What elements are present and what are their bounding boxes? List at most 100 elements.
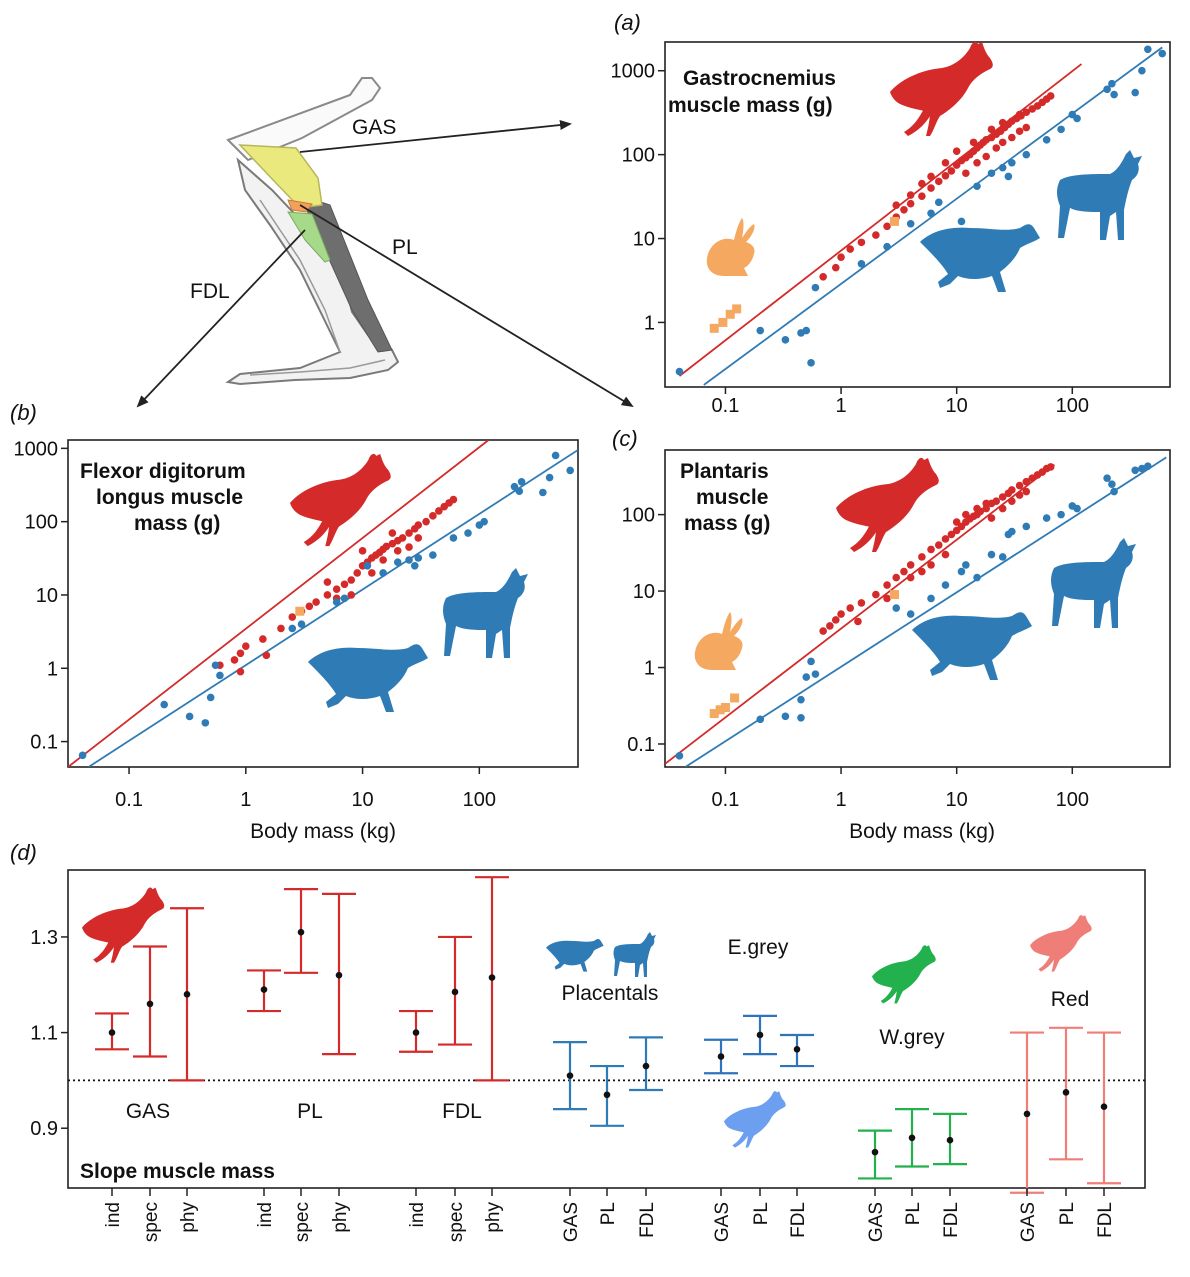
panel-a-ytick-label: 10 (633, 229, 655, 251)
error-bar-mean-point (451, 988, 459, 996)
panel-c-xtick-label: 0.1 (712, 789, 740, 811)
placental-data-point (464, 529, 472, 537)
kangaroo-data-point (947, 530, 956, 539)
kangaroo-data-point (1046, 463, 1055, 471)
kangaroo-data-point (918, 553, 926, 561)
placental-data-point (756, 715, 765, 724)
kangaroo-silhouette-eastern-grey (724, 1091, 786, 1148)
panel-d-group-fdl: FDL (442, 1100, 482, 1123)
hare-data-point (890, 216, 900, 226)
panel-d-xtick-label: spec (141, 1202, 162, 1242)
placental-data-point (201, 719, 210, 727)
panel-b: (b) 0.1 1 10 100 0.1 1 10 100 1000 Flexor digito… (10, 400, 579, 843)
hare-data-point (890, 590, 900, 600)
placental-data-point (78, 751, 87, 760)
kangaroo-data-point (947, 167, 956, 175)
panel-c-xtick-label: 10 (946, 789, 968, 811)
placental-data-point (941, 581, 950, 589)
placental-data-point (1103, 85, 1111, 94)
kangaroo-data-point (259, 635, 267, 643)
error-bar-mean-point (108, 1029, 116, 1036)
error-bar (933, 1112, 967, 1166)
placental-data-point (1073, 114, 1081, 123)
error-bar-mean-point (642, 1062, 650, 1070)
panel-d-xtick-label: FDL (637, 1202, 658, 1238)
kangaroo-data-point (918, 192, 926, 200)
error-bar-mean-point (793, 1046, 801, 1053)
placental-data-point (973, 573, 981, 582)
placental-data-point (480, 517, 488, 526)
placental-data-point (1073, 504, 1081, 513)
error-bar (438, 935, 472, 1046)
placental-data-point (906, 610, 915, 618)
kangaroo-data-point (405, 543, 413, 551)
placental-data-point (675, 367, 684, 376)
panel-d-ytick-label: 1.3 (30, 927, 58, 949)
panel-b-ytick-label: 1000 (14, 438, 59, 460)
kangaroo-data-point (388, 529, 397, 537)
panel-d-xtick-label: GAS (712, 1202, 733, 1242)
placental-data-point (987, 550, 996, 559)
kangaroo-data-point (277, 624, 285, 633)
kangaroo-data-point (1015, 491, 1024, 499)
kangaroo-data-point (927, 184, 935, 192)
kangaroo-data-point (883, 581, 891, 589)
placental-data-point (892, 604, 901, 612)
kangaroo-silhouette-red (82, 887, 165, 963)
hare-data-point (718, 317, 728, 327)
panel-a-title-line-1: Gastrocnemius (683, 67, 836, 90)
error-bar-mean-point (260, 986, 268, 993)
kangaroo-data-point (398, 534, 407, 542)
kangaroo-data-point (414, 534, 423, 542)
fdl-muscle (287, 211, 331, 263)
error-bar-mean-point (603, 1091, 611, 1099)
panel-c-plot: 0.1 1 10 100 0.1 1 10 100 (622, 456, 1167, 811)
placental-data-point (998, 163, 1007, 172)
panel-b-ytick-label: 10 (36, 585, 58, 607)
panel-d-xtick-label: GAS (866, 1202, 887, 1242)
error-bar-mean-point (1023, 1110, 1031, 1118)
error-bar (475, 876, 509, 1082)
wolf-silhouette (912, 612, 1032, 680)
panel-d-group-egrey: E.grey (728, 936, 789, 959)
placental-data-point (414, 554, 423, 562)
kangaroo-data-point (918, 567, 926, 576)
placental-data-point (449, 534, 458, 542)
hare-data-point (709, 323, 719, 333)
kangaroo-data-point (405, 529, 413, 537)
panel-d-ytick-label: 1.1 (30, 1023, 58, 1045)
placental-data-point (515, 487, 524, 496)
shank-inner (259, 199, 341, 353)
kangaroo-data-point (992, 144, 1001, 152)
panel-d-group-wgrey: W.grey (879, 1026, 945, 1049)
placental-data-point (906, 219, 915, 228)
kangaroo-data-point (1015, 110, 1024, 119)
panel-d-xtick-label: spec (292, 1202, 313, 1242)
kangaroo-data-point (892, 201, 901, 209)
deer-silhouette (443, 568, 528, 658)
placental-data-point (1144, 462, 1152, 470)
panel-a-xtick-label: 100 (1056, 395, 1089, 417)
placental-data-point (545, 473, 554, 482)
panel-b-title-line-2: longus muscle (96, 486, 243, 509)
error-bar-mean-point (946, 1136, 954, 1144)
placental-data-point (510, 482, 519, 491)
diagram-label-pl: PL (392, 236, 418, 259)
error-bar (895, 1107, 929, 1168)
kangaroo-data-point (305, 602, 314, 611)
panel-b-xtick-label: 1 (240, 789, 251, 811)
panel-c-title-line-2: muscle (696, 486, 768, 509)
panel-b-title-line-1: Flexor digitorum (80, 460, 246, 483)
placental-data-point (807, 359, 815, 367)
error-bar (704, 1038, 738, 1075)
error-bar (780, 1033, 814, 1068)
panel-d-xtick-label: ind (407, 1202, 428, 1227)
panel-b-xtick-label: 100 (463, 789, 496, 811)
kangaroo-data-point (854, 617, 862, 626)
kangaroo-data-point (992, 497, 1001, 505)
placental-data-point (807, 657, 815, 666)
kangaroo-data-point (826, 622, 834, 630)
panel-d-silhouettes (82, 887, 1092, 1148)
panel-a-title: Gastrocnemius muscle mass (g) (668, 67, 836, 117)
kangaroo-data-point (846, 604, 855, 612)
